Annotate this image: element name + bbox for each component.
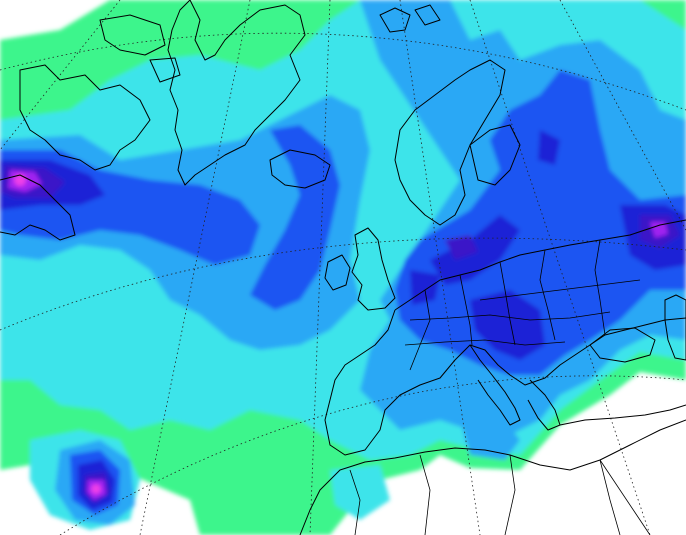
coastline-finland	[469, 124, 521, 186]
country-border	[539, 249, 556, 341]
country-border	[504, 454, 516, 535]
longitude-line	[139, 0, 251, 535]
coastline-north-africa	[299, 419, 686, 535]
country-border	[409, 289, 431, 371]
coastline-black-sea	[589, 327, 656, 363]
coastline-great-britain	[351, 227, 396, 311]
country-border	[479, 279, 641, 301]
coastline-iceland	[269, 149, 331, 189]
coastline-baffin	[19, 64, 151, 171]
country-border	[459, 274, 473, 346]
country-border	[599, 459, 621, 535]
country-border	[404, 339, 566, 346]
longitude-line	[309, 0, 331, 535]
longitude-line	[399, 0, 481, 535]
latitude-line	[0, 237, 686, 331]
country-border	[599, 459, 651, 535]
latitude-line	[0, 32, 686, 111]
country-border	[499, 261, 516, 346]
coastline-caspian	[664, 294, 686, 361]
country-border	[409, 311, 611, 321]
longitude-line	[0, 0, 121, 151]
coastline-anatolia	[559, 404, 686, 426]
coastline-italy	[469, 344, 521, 426]
coastline-svalbard	[379, 4, 441, 33]
country-borders	[349, 239, 651, 535]
country-border	[349, 469, 361, 535]
coastline-ireland	[324, 254, 351, 291]
coastline-labrador	[0, 174, 76, 241]
coastline-greenland	[167, 0, 306, 186]
coastline-arctic-islands	[99, 14, 181, 83]
longitude-line	[559, 0, 686, 231]
country-border	[419, 454, 431, 535]
